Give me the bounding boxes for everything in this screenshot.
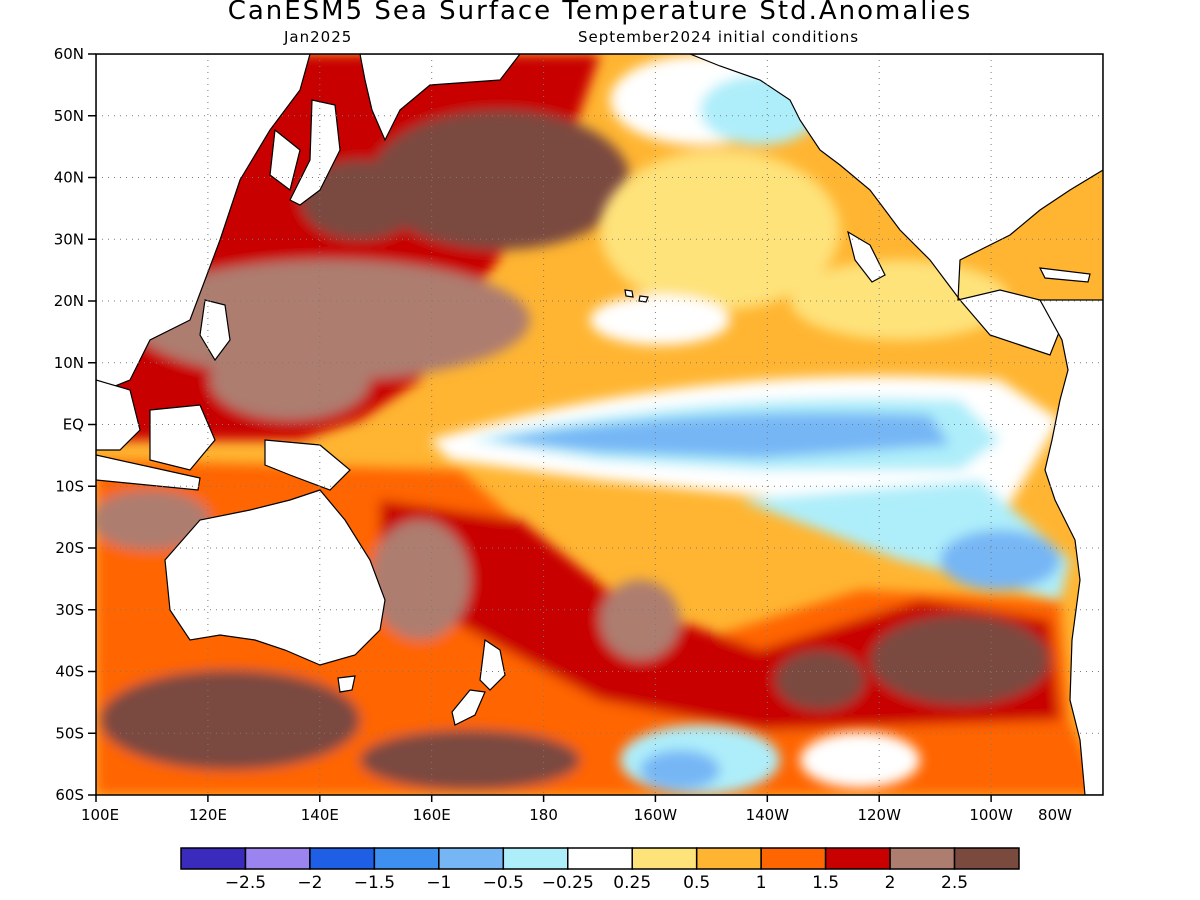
lat-label: 40N (54, 169, 84, 187)
colorbar-label: −1.5 (354, 873, 395, 893)
colorbar-swatch (567, 847, 633, 870)
colorbar-swatch (309, 847, 376, 870)
lon-label: 140W (746, 806, 790, 824)
lat-label: 30N (54, 230, 84, 248)
colorbar-swatch (438, 847, 505, 870)
valid-month-label: Jan2025 (284, 28, 353, 46)
lat-label: 10N (54, 354, 84, 372)
lon-label: 80W (1038, 806, 1072, 824)
lon-label: 180 (529, 806, 558, 824)
lat-label: 50N (54, 107, 84, 125)
colorbar-label: −2.5 (225, 873, 266, 893)
colorbar-label: 0.25 (613, 873, 651, 893)
colorbar-swatch (889, 847, 956, 870)
colorbar-label: −1 (426, 873, 451, 893)
colorbar-swatch (760, 847, 827, 870)
lat-label: 40S (55, 663, 84, 681)
lon-label: 120E (189, 806, 227, 824)
land (96, 54, 1103, 795)
colorbar-label: −0.25 (542, 873, 594, 893)
lat-label: 60N (54, 45, 84, 63)
colorbar-label: −0.5 (483, 873, 524, 893)
lon-label: 100E (81, 806, 119, 824)
lon-label: 120W (857, 806, 901, 824)
colorbar-swatch (824, 847, 891, 870)
lat-label: 50S (55, 724, 84, 742)
colorbar-swatch (244, 847, 311, 870)
lon-label: 160W (634, 806, 678, 824)
initial-conditions-label: September2024 initial conditions (578, 28, 860, 46)
colorbar-swatch (502, 847, 569, 870)
colorbar-swatch (695, 847, 762, 870)
lat-label: 30S (55, 601, 84, 619)
colorbar-label: 2.5 (941, 873, 968, 893)
lat-label: 10S (55, 477, 84, 495)
colorbar-label: 0.5 (683, 873, 710, 893)
lat-label: EQ (63, 416, 84, 434)
lon-label: 140E (301, 806, 339, 824)
colorbar: −2.5 −2 −1.5 −1 −0.5 −0.25 0.25 0.5 1 1.5 2 2.5 (180, 847, 1020, 893)
colorbar-label: 1.5 (812, 873, 839, 893)
colorbar-swatch (631, 847, 698, 870)
lon-label: 100W (969, 806, 1013, 824)
colorbar-label: −2 (297, 873, 322, 893)
lat-label: 20N (54, 292, 84, 310)
colorbar-swatch (953, 847, 1020, 870)
lat-label: 20S (55, 539, 84, 557)
colorbar-label: 2 (885, 873, 896, 893)
colorbar-swatch (180, 847, 247, 870)
lon-label: 160E (413, 806, 451, 824)
colorbar-label: 1 (756, 873, 767, 893)
anomaly-field (96, 54, 1103, 795)
lat-label: 60S (55, 786, 84, 804)
colorbar-swatch (373, 847, 440, 870)
chart-title: CanESM5 Sea Surface Temperature Std.Anom… (227, 0, 973, 26)
